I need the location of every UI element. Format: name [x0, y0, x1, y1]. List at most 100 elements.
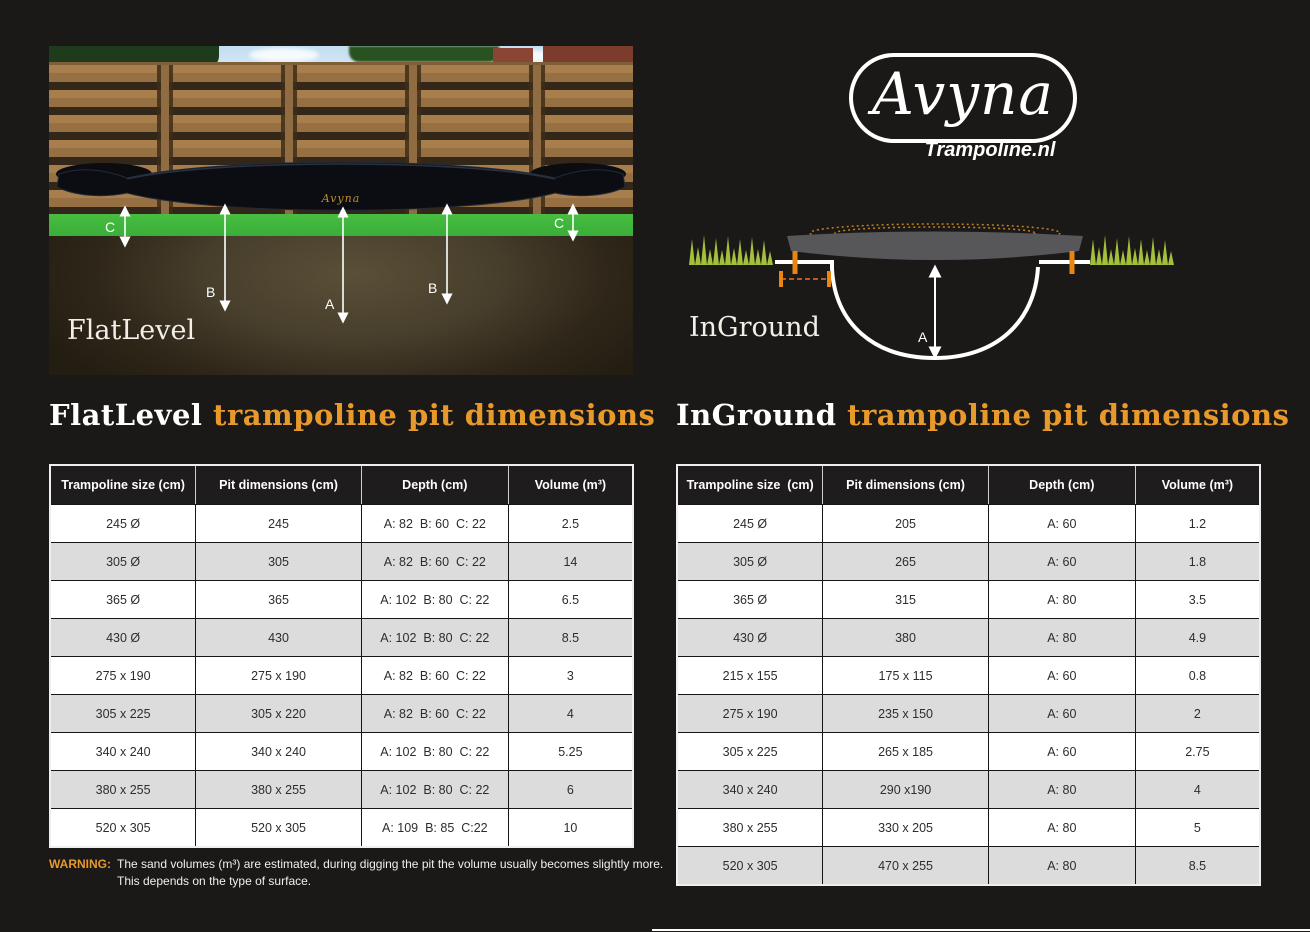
table-cell: 3	[508, 656, 632, 694]
flatlevel-section-title: FlatLevel trampoline pit dimensions	[49, 398, 655, 432]
table-cell: 4	[1135, 770, 1259, 808]
avyna-logo: Avyna	[849, 53, 1077, 143]
edge-measurement	[779, 271, 831, 287]
table-cell: 430	[196, 618, 362, 656]
ground-and-pit	[775, 260, 1090, 361]
table-cell: 3.5	[1135, 580, 1259, 618]
trees	[349, 46, 499, 62]
table-cell: 175 x 115	[823, 656, 989, 694]
table-cell: A: 109 B: 85 C:22	[361, 808, 509, 846]
table-cell: 1.8	[1135, 542, 1259, 580]
arrow-label-b-left: B	[206, 284, 215, 300]
table-cell: 290 x190	[823, 770, 989, 808]
table-cell: 470 x 255	[823, 846, 989, 884]
table-cell: A: 102 B: 80 C: 22	[361, 732, 509, 770]
title-product: InGround	[676, 398, 837, 432]
table-row: 275 x 190 275 x 190 A: 82 B: 60 C: 22 3	[51, 656, 632, 694]
title-rest: trampoline pit dimensions	[836, 398, 1290, 432]
table-cell: 305 x 225	[678, 732, 824, 770]
table-cell: 5.25	[508, 732, 632, 770]
table-cell: 365 Ø	[51, 580, 197, 618]
warning-note: WARNING: The sand volumes (m³) are estim…	[49, 856, 663, 890]
table-cell: 305	[196, 542, 362, 580]
table-row: 365 Ø 365 A: 102 B: 80 C: 22 6.5	[51, 580, 632, 618]
table-cell: A: 82 B: 60 C: 22	[361, 656, 509, 694]
table-cell: Trampoline size (cm)	[678, 466, 824, 504]
table-row: 305 Ø 305 A: 82 B: 60 C: 22 14	[51, 542, 632, 580]
table-row: 520 x 305 470 x 255 A: 80 8.5	[678, 846, 1259, 884]
frame-ticks	[792, 251, 1075, 274]
table-cell: 14	[508, 542, 632, 580]
title-product: FlatLevel	[49, 398, 203, 432]
table-cell: A: 60	[988, 542, 1136, 580]
table-cell: 1.2	[1135, 504, 1259, 542]
warning-text: The sand volumes (m³) are estimated, dur…	[117, 856, 663, 890]
flatlevel-overlay: Avyna C B A B C FlatLevel	[56, 161, 626, 346]
table-cell: 520 x 305	[678, 846, 824, 884]
table-cell: 2.75	[1135, 732, 1259, 770]
arrow-label-c-right: C	[554, 215, 564, 231]
flatlevel-photo-label: FlatLevel	[67, 315, 195, 346]
flatlevel-photo: Avyna C B A B C FlatLevel	[49, 46, 633, 375]
table-cell: 380 x 255	[51, 770, 197, 808]
table-cell: A: 102 B: 80 C: 22	[361, 580, 509, 618]
table-cell: 6	[508, 770, 632, 808]
table-cell: 235 x 150	[823, 694, 989, 732]
arrow-label-a: A	[918, 329, 928, 345]
house	[493, 48, 533, 66]
table-row: 245 Ø 205 A: 60 1.2	[678, 504, 1259, 542]
table-cell: Pit dimensions (cm)	[823, 466, 989, 504]
table-cell: 10	[508, 808, 632, 846]
table-cell: A: 102 B: 80 C: 22	[361, 770, 509, 808]
table-cell: 0.8	[1135, 656, 1259, 694]
inground-diagram-label: InGround	[689, 312, 820, 343]
table-header-row: Trampoline size (cm) Pit dimensions (cm) D…	[678, 466, 1259, 504]
table-row: 305 x 225 305 x 220 A: 82 B: 60 C: 22 4	[51, 694, 632, 732]
table-cell: 340 x 240	[196, 732, 362, 770]
table-cell: 2	[1135, 694, 1259, 732]
table-cell: 520 x 305	[51, 808, 197, 846]
table-cell: 380 x 255	[196, 770, 362, 808]
table-cell: 365 Ø	[678, 580, 824, 618]
table-cell: 265	[823, 542, 989, 580]
arrow-label-c-left: C	[105, 219, 115, 235]
arrow-label-a: A	[325, 296, 335, 312]
inground-section-title: InGround trampoline pit dimensions	[676, 398, 1289, 432]
table-row: 275 x 190 235 x 150 A: 60 2	[678, 694, 1259, 732]
table-cell: 6.5	[508, 580, 632, 618]
table-row: 340 x 240 290 x190 A: 80 4	[678, 770, 1259, 808]
grass-tuft-left	[689, 235, 775, 265]
trampoline-disc	[787, 231, 1083, 260]
table-cell: A: 82 B: 60 C: 22	[361, 694, 509, 732]
title-rest: trampoline pit dimensions	[202, 398, 656, 432]
table-cell: 340 x 240	[51, 732, 197, 770]
table-cell: A: 60	[988, 656, 1136, 694]
table-cell: A: 80	[988, 580, 1136, 618]
table-cell: Depth (cm)	[988, 466, 1136, 504]
table-cell: A: 80	[988, 770, 1136, 808]
table-cell: 365	[196, 580, 362, 618]
table-cell: A: 80	[988, 846, 1136, 884]
table-row: 305 x 225 265 x 185 A: 60 2.75	[678, 732, 1259, 770]
table-cell: 245 Ø	[51, 504, 197, 542]
table-cell: A: 82 B: 60 C: 22	[361, 504, 509, 542]
table-cell: 2.5	[508, 504, 632, 542]
table-cell: A: 60	[988, 732, 1136, 770]
inground-table: Trampoline size (cm) Pit dimensions (cm) D…	[676, 464, 1261, 886]
table-cell: 4.9	[1135, 618, 1259, 656]
table-cell: 5	[1135, 808, 1259, 846]
table-cell: A: 80	[988, 808, 1136, 846]
table-cell: 245 Ø	[678, 504, 824, 542]
avyna-logo-text: Avyna	[871, 60, 1054, 128]
table-cell: 305 Ø	[678, 542, 824, 580]
table-cell: Volume (m³)	[508, 466, 632, 504]
table-cell: A: 102 B: 80 C: 22	[361, 618, 509, 656]
table-row: 245 Ø 245 A: 82 B: 60 C: 22 2.5	[51, 504, 632, 542]
table-row: 430 Ø 430 A: 102 B: 80 C: 22 8.5	[51, 618, 632, 656]
grass-tuft-right	[1090, 235, 1176, 265]
table-cell: 8.5	[508, 618, 632, 656]
table-cell: 305 Ø	[51, 542, 197, 580]
table-cell: 8.5	[1135, 846, 1259, 884]
table-cell: 430 Ø	[678, 618, 824, 656]
